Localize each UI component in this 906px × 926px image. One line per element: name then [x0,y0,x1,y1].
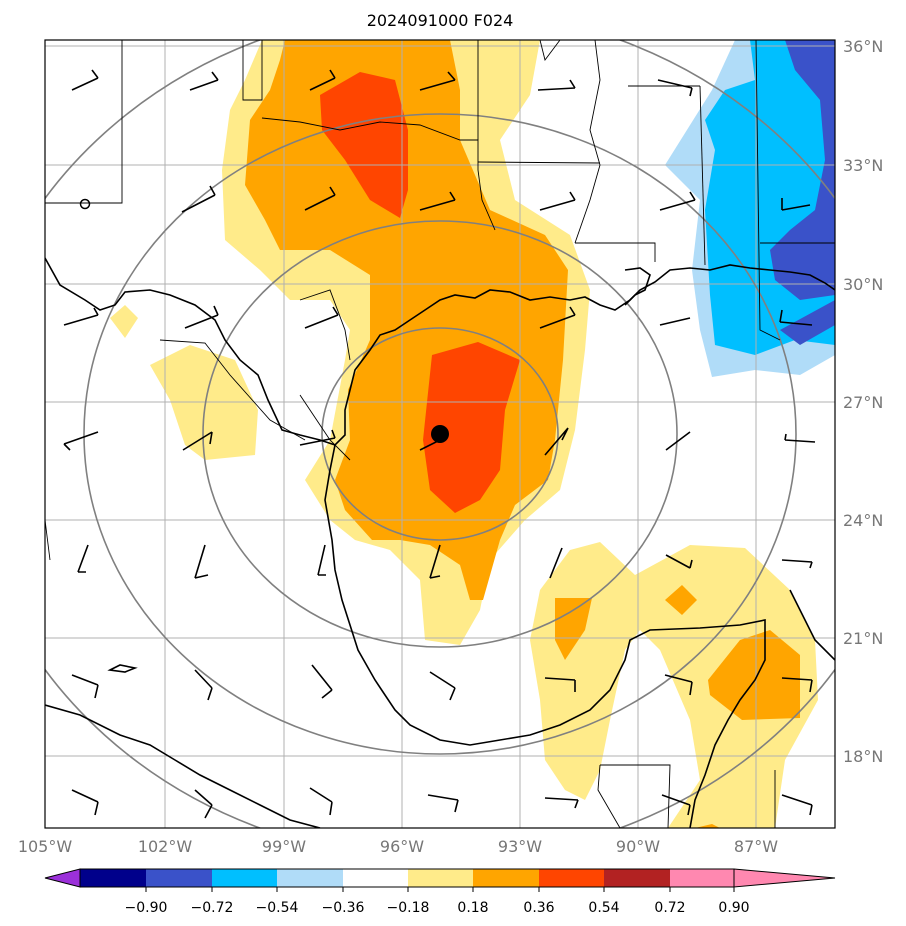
lat-label: 21°N [843,629,883,648]
storm-center-marker [431,425,449,443]
colorbar-segment [277,869,343,887]
state-borders [45,40,835,828]
colorbar-tick-label: −0.36 [322,900,365,916]
colorbar-tick-label: 0.54 [588,900,619,916]
lon-label: 90°W [616,837,660,856]
lon-label: 102°W [138,837,193,856]
lat-label: 27°N [843,393,883,412]
colorbar-segment [146,869,212,887]
figure-title: 2024091000 F024 [367,11,514,30]
graticule [45,40,835,828]
colorbar-segment [212,869,277,887]
colorbar-extend-min [44,868,81,888]
shading-positive-high [320,72,520,513]
colorbar-segment [473,869,539,887]
wind-barbs [63,69,816,819]
coastlines [45,257,835,828]
lon-label: 99°W [262,837,306,856]
lon-label: 87°W [734,837,778,856]
colorbar-segment [670,869,734,887]
lat-label: 18°N [843,747,883,766]
shading-negative-dark [770,40,835,345]
colorbar-tick-label: 0.72 [654,900,685,916]
lat-labels: 36°N 33°N 30°N 27°N 24°N 21°N 18°N [843,37,883,766]
lon-label: 93°W [498,837,542,856]
colorbar: −0.90 −0.72 −0.54 −0.36 −0.18 0.18 0.36 … [44,868,836,916]
lat-label: 33°N [843,156,883,175]
colorbar-tick-label: −0.54 [256,900,299,916]
colorbar-segment [80,869,146,887]
map-area [45,40,835,828]
colorbar-tick-label: −0.18 [387,900,430,916]
lat-label: 24°N [843,511,883,530]
colorbar-segment [343,869,408,887]
colorbar-tick-label: 0.18 [457,900,488,916]
colorbar-extend-max [733,868,836,888]
map-frame [44,39,836,829]
range-rings [45,40,835,828]
colorbar-segment [408,869,473,887]
lon-labels: 105°W 102°W 99°W 96°W 93°W 90°W 87°W [18,837,778,856]
colorbar-tick-label: −0.72 [191,900,234,916]
calm-wind-marker [79,198,91,210]
lon-label: 105°W [18,837,73,856]
lat-label: 36°N [843,37,883,56]
lat-label: 30°N [843,275,883,294]
colorbar-segment [604,869,670,887]
colorbar-tick-label: −0.90 [125,900,168,916]
lon-label: 96°W [380,837,424,856]
colorbar-segment [539,869,604,887]
colorbar-tick-label: 0.90 [718,900,749,916]
colorbar-tick-label: 0.36 [523,900,554,916]
